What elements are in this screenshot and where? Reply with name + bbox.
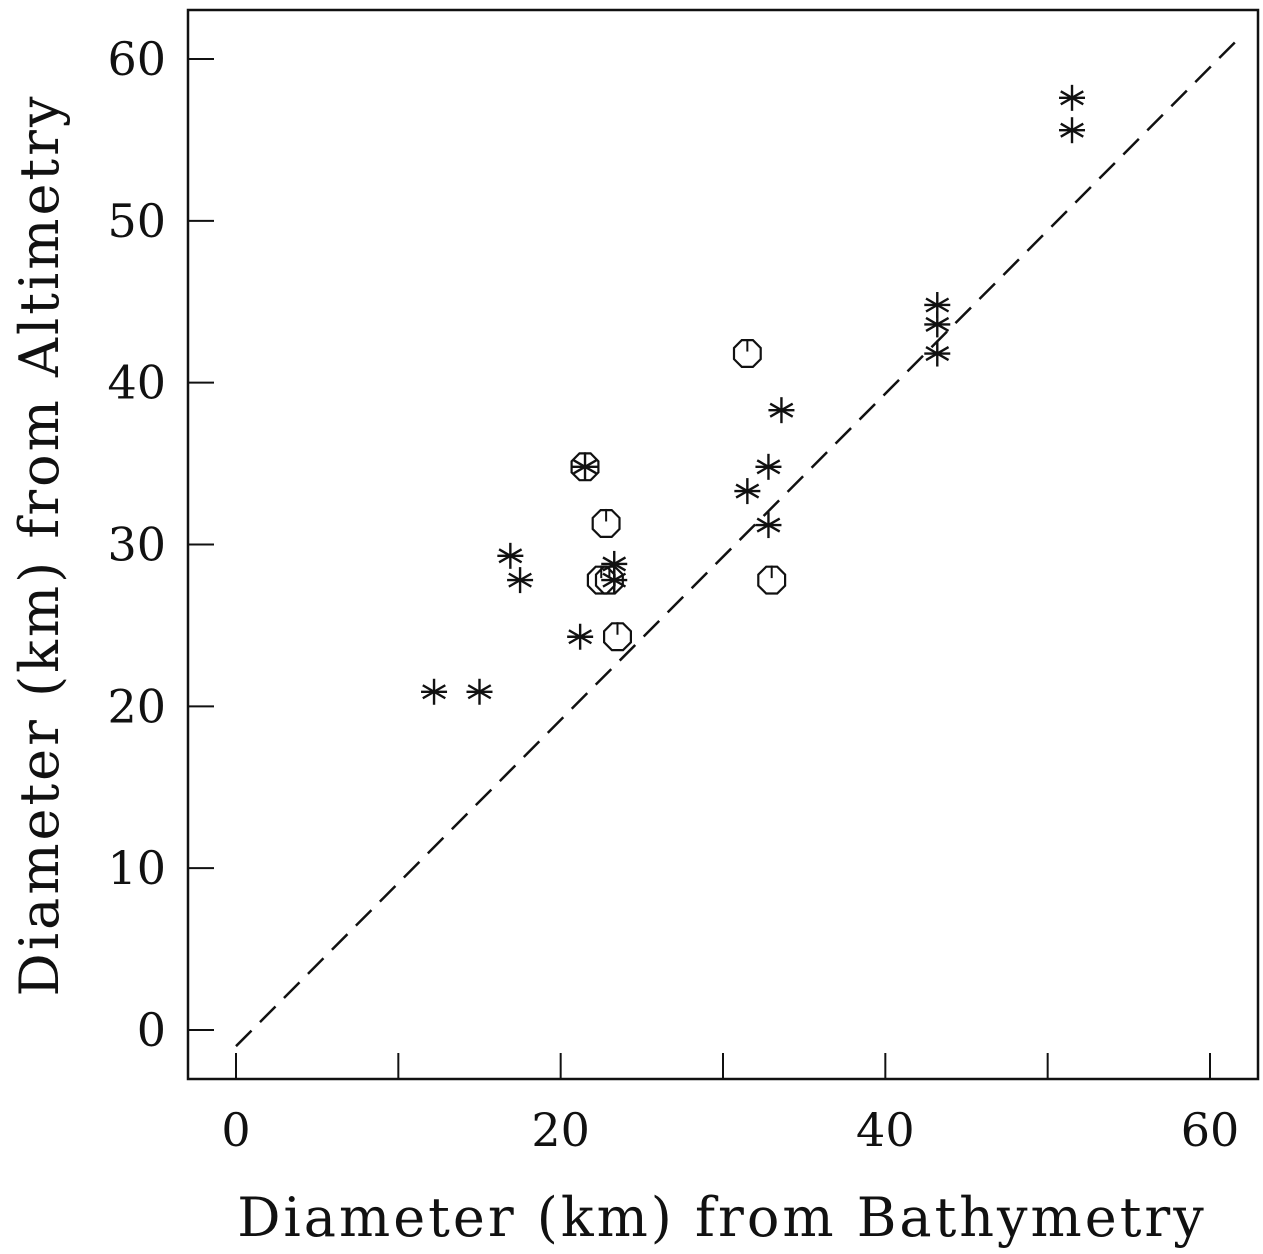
plot-frame — [186, 8, 1260, 1081]
y-axis-title: Diameter (km) from Altimetry — [8, 94, 71, 997]
asterisk-point — [572, 453, 599, 480]
asterisk-point — [421, 678, 448, 705]
x-tick-label: 0 — [221, 1103, 250, 1157]
asterisk-point — [734, 478, 761, 505]
y-tick-label: 40 — [107, 356, 166, 410]
octagon-point — [757, 565, 787, 595]
y-tick-label: 20 — [107, 679, 166, 733]
octagon-point — [602, 622, 633, 652]
asterisk-point — [567, 623, 594, 650]
reference-line — [235, 33, 1244, 1048]
asterisk-point — [1059, 117, 1086, 144]
x-axis-title: Diameter (km) from Bathymetry — [237, 1186, 1207, 1249]
y-tick-label: 50 — [107, 194, 166, 248]
octagon-point — [591, 508, 621, 539]
y-tick-label: 30 — [107, 518, 166, 572]
x-tick-label: 40 — [856, 1103, 915, 1157]
x-tick-label: 20 — [531, 1103, 590, 1157]
asterisk-point — [755, 512, 782, 539]
octagon-point — [594, 565, 624, 595]
asterisk-point — [755, 453, 782, 480]
y-tick-label: 60 — [107, 32, 166, 86]
x-tick-label: 60 — [1181, 1103, 1240, 1157]
y-tick-label: 0 — [137, 1003, 166, 1057]
octagon-point — [732, 339, 762, 368]
asterisk-point — [507, 567, 534, 594]
asterisk-point — [768, 397, 795, 424]
asterisk-point — [924, 340, 951, 367]
asterisk-point — [1059, 84, 1086, 111]
asterisk-point — [497, 542, 524, 569]
asterisk-point — [924, 311, 951, 338]
octagon-point — [570, 452, 600, 482]
asterisk-point — [466, 678, 493, 705]
y-tick-label: 10 — [107, 841, 166, 895]
